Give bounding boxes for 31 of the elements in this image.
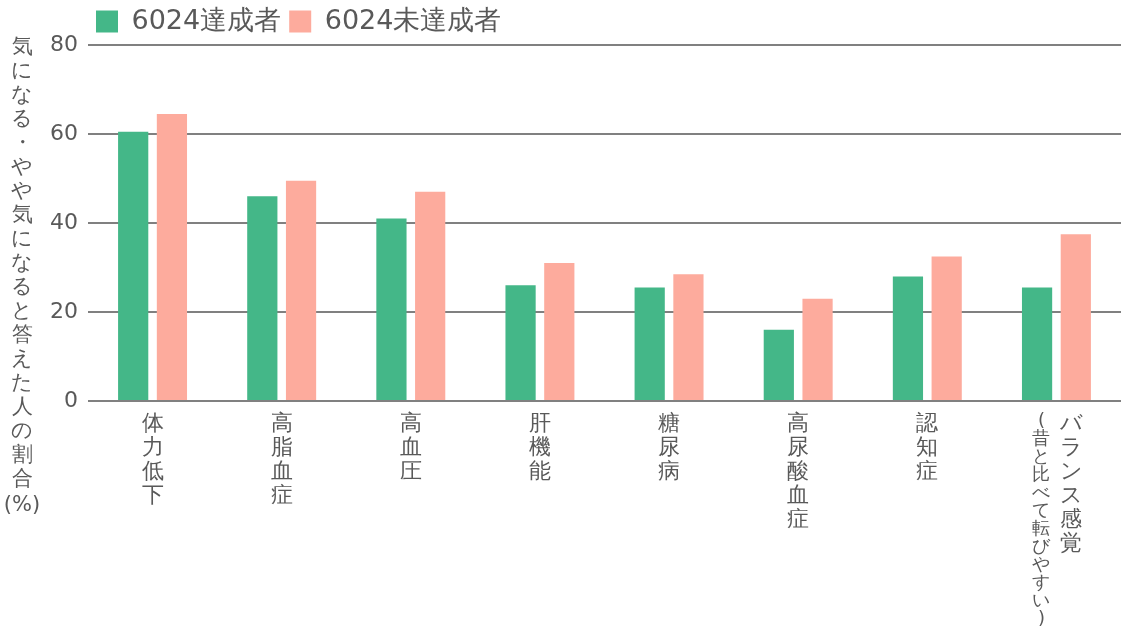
bar (544, 263, 575, 400)
x-tick-label: 高血圧 (398, 410, 423, 483)
bar (156, 113, 188, 400)
bar (931, 256, 962, 400)
y-tick-label: 0 (63, 386, 78, 412)
bar (118, 131, 149, 400)
bar (285, 180, 317, 400)
bar (802, 298, 833, 400)
x-tick-label: 高尿酸血症 (786, 410, 811, 531)
bar (892, 276, 924, 400)
x-tick-label: 高脂血症 (269, 410, 294, 507)
y-tick-label: 20 (49, 297, 78, 323)
bar (673, 274, 704, 400)
bar (247, 196, 278, 400)
y-tick-label: 40 (49, 208, 78, 234)
x-tick-label: 体力低下 (140, 410, 165, 507)
text: 気になる・やや気になると答えた人の割合(%) (3, 34, 41, 516)
bar (1060, 234, 1091, 400)
legend-label: 6024達成者 (131, 3, 282, 35)
bar (1021, 287, 1053, 400)
y-tick-label: 80 (49, 30, 78, 56)
x-tick-label: 認知症 (915, 410, 940, 483)
bar (634, 287, 665, 400)
bar (505, 285, 536, 400)
x-tick-label: 糖尿病 (657, 410, 682, 483)
legend-label: 6024未達成者 (324, 3, 502, 35)
bar (415, 191, 446, 400)
y-tick-label: 60 (49, 119, 78, 145)
x-tick-label: 肝機能 (527, 410, 552, 483)
bar (376, 218, 407, 400)
bar (763, 329, 794, 400)
